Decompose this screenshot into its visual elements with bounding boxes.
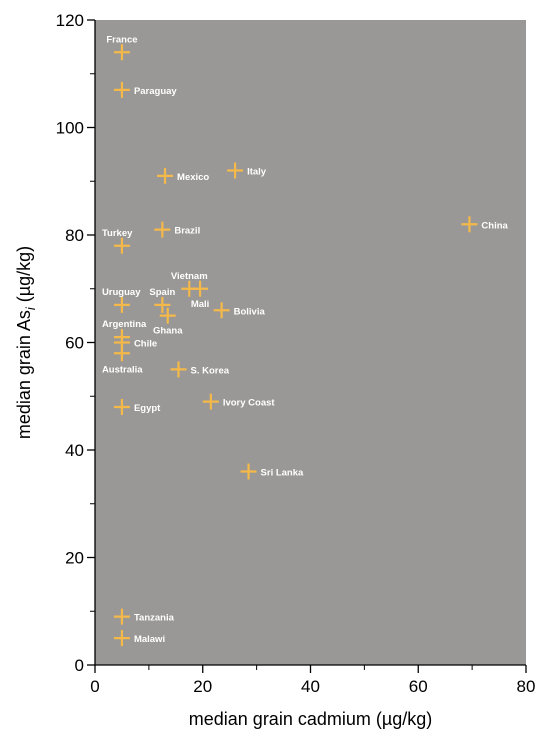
point-label: China — [481, 220, 508, 231]
y-axis-ticks: 0 20 40 60 80 100 120 — [56, 11, 95, 675]
x-axis-label: median grain cadmium (µg/kg) — [189, 709, 432, 729]
x-tick-label: 60 — [409, 677, 428, 696]
point-label: Brazil — [174, 226, 200, 237]
y-tick-label: 80 — [65, 226, 84, 245]
point-label: Argentina — [102, 319, 147, 330]
point-label: Uruguay — [102, 287, 141, 298]
data-point: Paraguay — [113, 81, 177, 98]
x-axis-ticks: 0 20 40 60 80 — [90, 665, 535, 696]
point-label: Sri Lanka — [261, 468, 304, 479]
point-label: Bolivia — [234, 306, 266, 317]
point-label: Ghana — [153, 326, 183, 337]
data-point: Spain — [149, 287, 175, 313]
y-tick-label: 100 — [56, 119, 84, 138]
point-label: Australia — [102, 364, 143, 375]
data-point: S. Korea — [170, 361, 230, 378]
point-label: Tanzania — [134, 613, 175, 624]
data-point: Turkey — [102, 228, 133, 254]
data-point: Ivory Coast — [202, 393, 276, 410]
x-tick-label: 80 — [517, 677, 536, 696]
data-point: Tanzania — [113, 608, 175, 625]
x-tick-label: 20 — [193, 677, 212, 696]
y-tick-label: 60 — [65, 334, 84, 353]
point-label: Ivory Coast — [223, 398, 276, 409]
data-point: Italy — [227, 162, 267, 179]
point-label: Italy — [247, 167, 267, 178]
point-label: Mali — [191, 299, 209, 310]
point-label: Paraguay — [134, 86, 177, 97]
point-label: Turkey — [102, 228, 133, 239]
data-point: Egypt — [113, 399, 161, 415]
data-point: Brazil — [154, 221, 200, 238]
data-point: Malawi — [113, 630, 165, 647]
data-point: Uruguay — [102, 287, 141, 313]
y-tick-label: 120 — [56, 11, 84, 30]
y-axis-label-unit: (µg/kg) — [14, 246, 34, 307]
point-label: Egypt — [134, 403, 161, 414]
data-point: China — [461, 216, 509, 233]
data-point: Ghana — [153, 307, 183, 337]
data-points: France Paraguay Mexico Italy Turkey Brazil Chi… — [102, 34, 509, 647]
data-point: Mexico — [157, 167, 209, 184]
point-label: Chile — [134, 339, 157, 350]
data-point: Australia — [102, 345, 143, 375]
plot-background — [95, 20, 526, 665]
y-tick-label: 0 — [75, 656, 84, 675]
data-point: Sri Lanka — [240, 463, 304, 480]
data-point: Bolivia — [213, 302, 266, 319]
y-axis-label-main: median grain As — [14, 310, 34, 439]
y-axis-label-subscript: i — [23, 306, 38, 310]
x-tick-label: 0 — [90, 677, 99, 696]
point-label: Spain — [149, 287, 175, 298]
y-axis-label: median grain Asi (µg/kg) — [14, 246, 38, 439]
x-tick-label: 40 — [301, 677, 320, 696]
point-label: Vietnam — [171, 271, 208, 282]
point-label: Mexico — [177, 172, 209, 183]
point-label: Malawi — [134, 634, 165, 645]
y-tick-label: 40 — [65, 441, 84, 460]
data-point: France — [106, 34, 138, 61]
point-label: S. Korea — [191, 365, 230, 376]
y-tick-label: 20 — [65, 549, 84, 568]
data-point: Mali — [191, 280, 209, 310]
point-label: France — [106, 34, 137, 45]
